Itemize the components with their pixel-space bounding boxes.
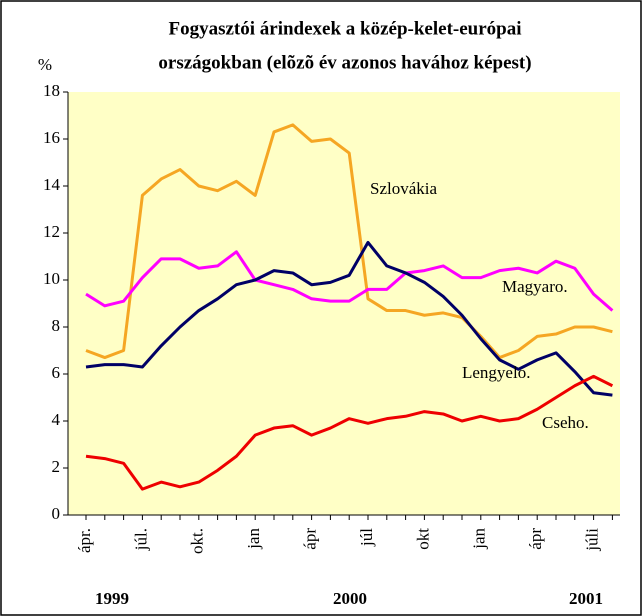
y-tick-label: 14 <box>43 175 61 194</box>
series-label: Cseho. <box>542 413 589 432</box>
x-tick-label: ápr. <box>75 528 94 553</box>
y-tick-label: 10 <box>43 269 60 288</box>
x-tick-label: júl. <box>131 528 150 551</box>
chart-title: Fogyasztói árindexek a közép-kelet-európ… <box>168 18 521 39</box>
y-tick-label: 4 <box>52 410 61 429</box>
x-tick-label: ápr <box>526 528 545 550</box>
year-label: 1999 <box>95 589 129 608</box>
y-tick-label: 8 <box>52 316 61 335</box>
series-line <box>85 374 614 491</box>
x-tick-label: okt <box>413 528 432 550</box>
series-line <box>85 250 614 312</box>
series-line <box>85 123 613 360</box>
x-tick-label: jan <box>470 528 489 550</box>
series-label: Magyaro. <box>502 277 568 296</box>
chart-title: országokban (elõzõ év azonos havához kép… <box>158 52 531 73</box>
x-tick-label: jan <box>244 528 263 550</box>
y-tick-label: 18 <box>43 81 60 100</box>
y-tick-label: 6 <box>52 363 61 382</box>
y-tick-label: 0 <box>52 504 61 523</box>
y-axis-label: % <box>38 55 52 74</box>
series-label: Lengyelo. <box>462 363 530 382</box>
x-tick-label: júl <box>357 528 376 547</box>
plot-area <box>68 92 620 515</box>
series-label: Szlovákia <box>370 179 437 198</box>
x-tick-label: ápr <box>301 528 320 550</box>
year-label: 2001 <box>569 589 603 608</box>
x-tick-label: okt. <box>188 528 207 554</box>
x-tick-label: júli <box>583 528 602 552</box>
y-tick-label: 12 <box>43 222 60 241</box>
y-tick-label: 2 <box>52 457 61 476</box>
year-label: 2000 <box>333 589 367 608</box>
y-tick-label: 16 <box>43 128 60 147</box>
series-line <box>85 240 613 397</box>
